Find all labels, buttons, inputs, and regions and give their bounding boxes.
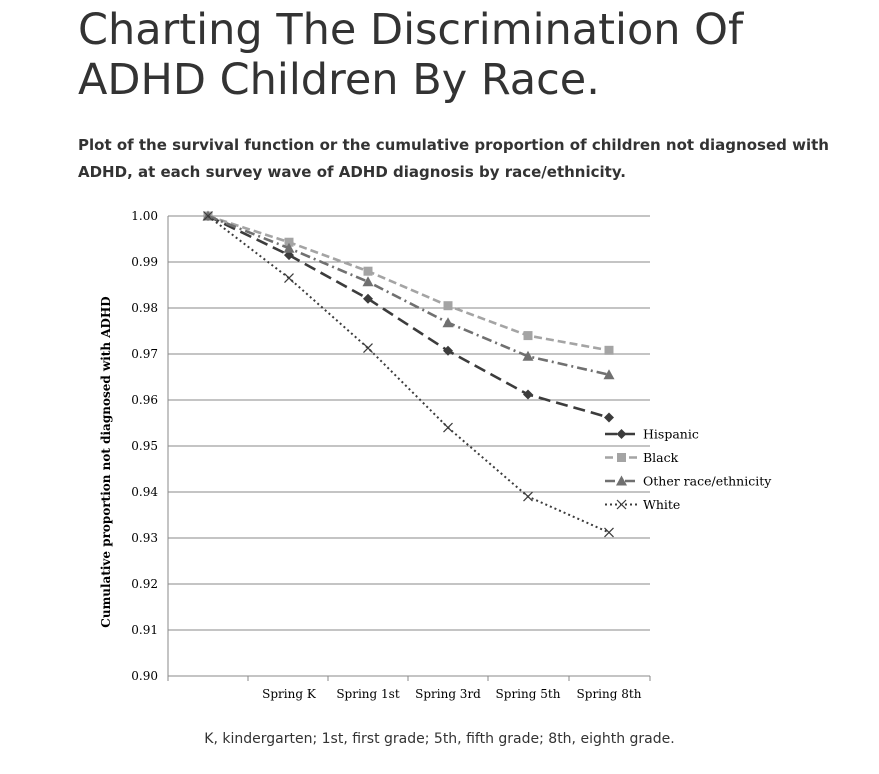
x-tick-label: Spring 1st [336, 687, 399, 701]
y-tick-label: 0.98 [131, 301, 158, 315]
y-tick-label: 0.93 [131, 531, 158, 545]
series-line-black [207, 214, 610, 352]
legend-marker-other-race-ethnicity [616, 475, 627, 486]
legend: Hispanic Black Other race/ethnicity White [605, 427, 772, 512]
data-point-other-race-ethnicity [362, 276, 374, 287]
x-marker-stroke [203, 211, 213, 221]
data-point-black [443, 301, 453, 311]
data-point-hispanic [523, 389, 533, 400]
x-marker-stroke [443, 422, 453, 433]
x-tick-label: Spring K [262, 687, 317, 701]
x-tick-label: Spring 3rd [415, 687, 481, 701]
x-marker-stroke [523, 491, 533, 502]
data-point-black [363, 266, 373, 276]
x-tick-label: Spring 8th [577, 687, 642, 701]
x-tick-label: Spring 5th [496, 687, 561, 701]
y-axis-label: Cumulative proportion not diagnosed with… [99, 296, 113, 627]
legend-label-hispanic: Hispanic [643, 427, 699, 442]
legend-marker-black [617, 453, 626, 462]
series-line-hispanic [207, 214, 610, 419]
y-tick-label: 0.97 [131, 347, 158, 361]
data-point-black [284, 237, 294, 247]
data-point-white [284, 273, 294, 284]
y-tick-label: 0.90 [131, 669, 158, 683]
x-marker-stroke [284, 273, 294, 284]
x-marker-stroke [363, 343, 373, 353]
y-tick-label: 0.99 [131, 255, 158, 269]
y-tick-label: 0.95 [131, 439, 158, 453]
data-point-other-race-ethnicity [603, 369, 615, 380]
y-tick-label: 1.00 [131, 209, 158, 223]
data-point-black [604, 345, 614, 355]
data-point-white [523, 491, 533, 502]
series-layer [202, 210, 615, 538]
chart-subtitle: Plot of the survival function or the cum… [78, 136, 829, 181]
legend-marker-hispanic [616, 429, 627, 439]
data-point-other-race-ethnicity [283, 242, 295, 253]
axes: 0.90 0.91 0.92 0.93 0.94 0.95 0.96 0.97 0.98 0.99… [131, 209, 651, 701]
y-tick-label: 0.94 [131, 485, 158, 499]
series-line-other-race-ethnicity [207, 214, 610, 376]
legend-marker-white [616, 499, 627, 510]
y-tick-label: 0.91 [131, 623, 158, 637]
x-marker-stroke [604, 527, 614, 538]
data-point-hispanic [443, 345, 453, 356]
survival-chart: 0.90 0.91 0.92 0.93 0.94 0.95 0.96 0.97 0.98 0.99… [99, 209, 772, 701]
data-point-white [604, 527, 614, 538]
grid-lines [168, 215, 650, 677]
data-point-other-race-ethnicity [522, 350, 534, 361]
data-point-white [363, 343, 373, 353]
data-point-black [523, 331, 533, 341]
y-tick-label: 0.96 [131, 393, 158, 407]
data-point-hispanic [604, 412, 614, 423]
page-title: Charting The Discrimination Of ADHD Chil… [78, 5, 744, 105]
legend-label-white: White [643, 497, 680, 512]
x-marker-stroke [616, 499, 627, 510]
legend-label-black: Black [643, 450, 679, 465]
data-point-white [203, 211, 213, 221]
data-point-other-race-ethnicity [442, 317, 454, 328]
data-point-hispanic [363, 293, 373, 304]
series-line-white [207, 215, 610, 534]
footnote-caption: K, kindergarten; 1st, first grade; 5th, … [204, 731, 675, 747]
y-tick-label: 0.92 [131, 577, 158, 591]
legend-label-other-race-ethnicity: Other race/ethnicity [643, 474, 772, 489]
data-point-white [443, 422, 453, 433]
